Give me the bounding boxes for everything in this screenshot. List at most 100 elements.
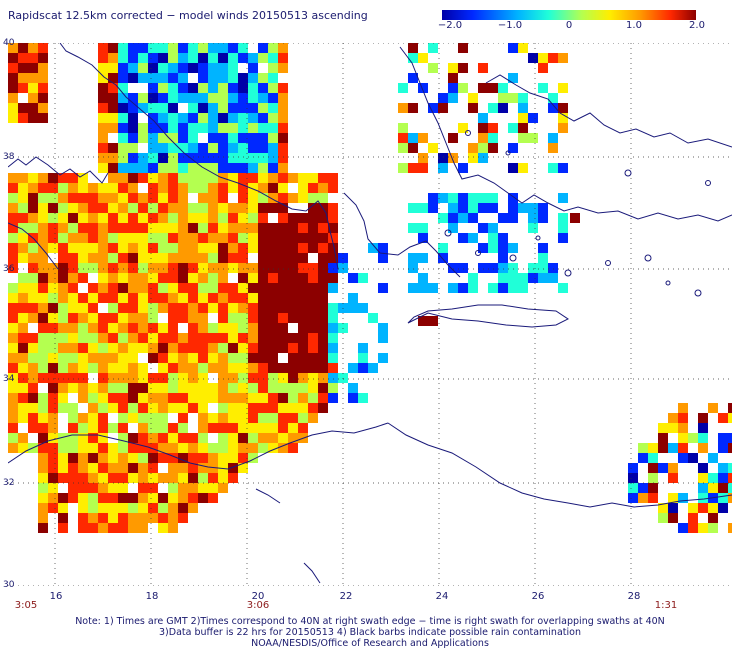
- wind-cell: [98, 413, 108, 423]
- wind-cell: [108, 183, 118, 193]
- wind-cell: [98, 433, 108, 443]
- wind-cell: [398, 83, 408, 93]
- wind-cell: [88, 523, 98, 533]
- wind-cell: [8, 283, 18, 293]
- wind-cell: [308, 213, 318, 223]
- wind-cell: [158, 223, 168, 233]
- wind-cell: [668, 503, 678, 513]
- wind-cell: [188, 133, 198, 143]
- wind-cell: [318, 383, 328, 393]
- wind-cell: [38, 343, 48, 353]
- wind-cell: [148, 453, 158, 463]
- wind-cell: [558, 233, 568, 243]
- wind-cell: [118, 373, 128, 383]
- wind-cell: [258, 123, 268, 133]
- wind-cell: [258, 353, 268, 363]
- wind-cell: [118, 233, 128, 243]
- wind-cell: [318, 323, 328, 333]
- wind-cell: [188, 303, 198, 313]
- wind-cell: [198, 73, 208, 83]
- wind-cell: [218, 433, 228, 443]
- wind-cell: [168, 523, 178, 533]
- wind-cell: [728, 473, 732, 483]
- wind-cell: [128, 63, 138, 73]
- wind-cell: [178, 303, 188, 313]
- wind-cell: [268, 403, 278, 413]
- wind-cell: [188, 43, 198, 53]
- wind-cell: [38, 43, 48, 53]
- wind-cell: [218, 63, 228, 73]
- wind-cell: [228, 333, 238, 343]
- wind-cell: [38, 313, 48, 323]
- wind-cell: [308, 373, 318, 383]
- lat-lon-grid: [8, 43, 732, 586]
- wind-cell: [468, 283, 478, 293]
- wind-cell: [218, 103, 228, 113]
- wind-cell: [248, 383, 258, 393]
- wind-cell: [258, 133, 268, 143]
- wind-cell: [8, 53, 18, 63]
- wind-cell: [98, 393, 108, 403]
- wind-cell: [108, 43, 118, 53]
- wind-cell: [408, 203, 418, 213]
- wind-cell: [138, 393, 148, 403]
- wind-cell: [358, 273, 368, 283]
- wind-cell: [218, 443, 228, 453]
- wind-cell: [248, 73, 258, 83]
- wind-cell: [68, 203, 78, 213]
- wind-cell: [158, 143, 168, 153]
- wind-cell: [228, 223, 238, 233]
- wind-cell: [288, 273, 298, 283]
- wind-cell: [508, 213, 518, 223]
- wind-cell: [318, 333, 328, 343]
- wind-cell: [88, 443, 98, 453]
- wind-cell: [248, 393, 258, 403]
- wind-cell: [178, 213, 188, 223]
- wind-cell: [148, 253, 158, 263]
- wind-cell: [638, 483, 648, 493]
- wind-cell: [18, 363, 28, 373]
- wind-cell: [38, 523, 48, 533]
- wind-cell: [398, 143, 408, 153]
- wind-cell: [198, 223, 208, 233]
- wind-cell: [28, 193, 38, 203]
- wind-cell: [428, 203, 438, 213]
- wind-cell: [78, 243, 88, 253]
- wind-cell: [478, 83, 488, 93]
- wind-cell: [28, 63, 38, 73]
- wind-cell: [188, 243, 198, 253]
- wind-cell: [98, 403, 108, 413]
- wind-cell: [38, 363, 48, 373]
- wind-cell: [658, 503, 668, 513]
- wind-cell: [148, 243, 158, 253]
- wind-cell: [68, 423, 78, 433]
- wind-cell: [158, 343, 168, 353]
- wind-cell: [268, 293, 278, 303]
- wind-cell: [8, 423, 18, 433]
- wind-cell: [188, 163, 198, 173]
- wind-cell: [298, 283, 308, 293]
- wind-cell: [518, 123, 528, 133]
- wind-cell: [248, 103, 258, 113]
- wind-cell: [258, 223, 268, 233]
- wind-cell: [228, 293, 238, 303]
- wind-cell: [98, 523, 108, 533]
- wind-cell: [548, 163, 558, 173]
- wind-cell: [258, 303, 268, 313]
- wind-cell: [98, 493, 108, 503]
- wind-cell: [348, 383, 358, 393]
- wind-cell: [448, 93, 458, 103]
- wind-cell: [708, 473, 718, 483]
- wind-cell: [268, 253, 278, 263]
- wind-cell: [278, 333, 288, 343]
- coastline-segment: [343, 192, 461, 278]
- wind-cell: [88, 213, 98, 223]
- wind-cell: [178, 73, 188, 83]
- wind-cell: [328, 353, 338, 363]
- wind-cell: [58, 363, 68, 373]
- wind-cell: [218, 113, 228, 123]
- wind-cell: [378, 243, 388, 253]
- wind-cell: [308, 233, 318, 243]
- wind-cell: [378, 283, 388, 293]
- wind-cell: [488, 193, 498, 203]
